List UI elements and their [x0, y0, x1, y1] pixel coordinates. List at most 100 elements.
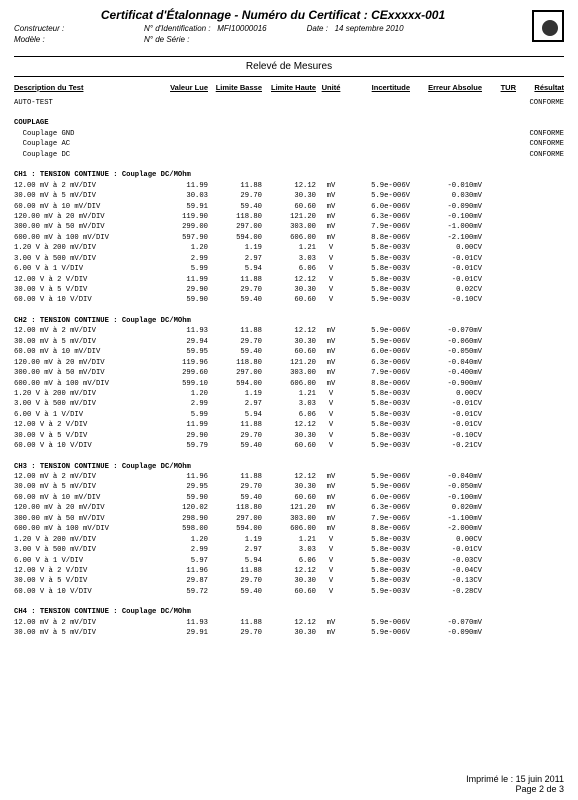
cell [516, 222, 564, 232]
cell: 60.60 [262, 202, 316, 212]
table-row: 30.00 mV à 5 mV/DIV29.9129.7030.30mV5.9e… [14, 628, 564, 638]
cell: 30.30 [262, 285, 316, 295]
cell [482, 285, 516, 295]
cell: mV [316, 493, 346, 503]
cell: -0.060mV [410, 337, 482, 347]
table-row: 12.00 mV à 2 mV/DIV11.9911.8812.12mV5.9e… [14, 181, 564, 191]
table-row: Couplage ACCONFORME [14, 139, 564, 149]
cell: -0.050mV [410, 482, 482, 492]
cell: -0.040mV [410, 358, 482, 368]
cell: 297.00 [208, 222, 262, 232]
cell: 30.00 V à 5 V/DIV [14, 576, 152, 586]
cell: 8.8e-006V [346, 379, 410, 389]
cell [482, 379, 516, 389]
cell: 300.00 mV à 50 mV/DIV [14, 222, 152, 232]
cell: 29.90 [152, 285, 208, 295]
cell: -0.01CV [410, 254, 482, 264]
cell: 7.9e-006V [346, 222, 410, 232]
cell: 60.60 [262, 493, 316, 503]
cell: 1.20 [152, 535, 208, 545]
cell: -0.040mV [410, 472, 482, 482]
cell: 11.88 [208, 420, 262, 430]
cell: 6.06 [262, 556, 316, 566]
col-valeur-lue: Valeur Lue [152, 83, 208, 92]
cell [482, 410, 516, 420]
cell [482, 441, 516, 451]
cell: 120.02 [152, 503, 208, 513]
cell: 5.8e-003V [346, 275, 410, 285]
cell: 59.40 [208, 493, 262, 503]
table-row: 1.20 V à 200 mV/DIV1.201.191.21V5.8e-003… [14, 535, 564, 545]
cell [482, 337, 516, 347]
cell: -0.13CV [410, 576, 482, 586]
cell: 120.00 mV à 20 mV/DIV [14, 503, 152, 513]
col-tur: TUR [482, 83, 516, 92]
cell: 12.12 [262, 275, 316, 285]
cell: mV [316, 202, 346, 212]
table-row: 600.00 mV à 100 mV/DIV599.10594.00606.00… [14, 379, 564, 389]
cell: 30.00 mV à 5 mV/DIV [14, 191, 152, 201]
cell: V [316, 587, 346, 597]
cell: -1.100mV [410, 514, 482, 524]
cell [516, 379, 564, 389]
cell: V [316, 243, 346, 253]
cell: 300.00 mV à 50 mV/DIV [14, 368, 152, 378]
page-number: Page 2 de 3 [466, 784, 564, 794]
col-limite-basse: Limite Basse [208, 83, 262, 92]
table-row: 3.00 V à 500 mV/DIV2.992.973.03V5.8e-003… [14, 399, 564, 409]
printed-date: Imprimé le : 15 juin 2011 [466, 774, 564, 784]
cell: 12.12 [262, 618, 316, 628]
cell: 5.94 [208, 264, 262, 274]
cell [516, 243, 564, 253]
cell: 118.80 [208, 212, 262, 222]
table-row: 1.20 V à 200 mV/DIV1.201.191.21V5.8e-003… [14, 389, 564, 399]
table-row: 300.00 mV à 50 mV/DIV299.00297.00303.00m… [14, 222, 564, 232]
cell: 6.3e-006V [346, 212, 410, 222]
cell: V [316, 431, 346, 441]
cell: 3.03 [262, 545, 316, 555]
cell: -0.03CV [410, 556, 482, 566]
cell [482, 535, 516, 545]
cell: 5.97 [152, 556, 208, 566]
cell [482, 576, 516, 586]
table-row: 120.00 mV à 20 mV/DIV120.02118.80121.20m… [14, 503, 564, 513]
cell: 606.00 [262, 233, 316, 243]
cell: 29.70 [208, 431, 262, 441]
cell: -0.01CV [410, 264, 482, 274]
cell [482, 587, 516, 597]
cell [516, 275, 564, 285]
cell: 6.06 [262, 410, 316, 420]
cell: -0.04CV [410, 566, 482, 576]
cell: 12.00 V à 2 V/DIV [14, 566, 152, 576]
cell: 5.9e-006V [346, 618, 410, 628]
cell: 5.9e-003V [346, 295, 410, 305]
cell: 2.99 [152, 545, 208, 555]
date-label: Date : [307, 24, 328, 33]
cell: 3.00 V à 500 mV/DIV [14, 399, 152, 409]
cell [316, 150, 346, 160]
cell: V [316, 576, 346, 586]
date-value: 14 septembre 2010 [335, 24, 404, 33]
cell: 303.00 [262, 222, 316, 232]
cell: 6.3e-006V [346, 358, 410, 368]
cell: 29.70 [208, 285, 262, 295]
cell: 5.8e-003V [346, 545, 410, 555]
cell: 5.8e-003V [346, 243, 410, 253]
cell: 5.9e-003V [346, 587, 410, 597]
cell: mV [316, 482, 346, 492]
cell: 11.99 [152, 181, 208, 191]
cell: 3.03 [262, 254, 316, 264]
cell: 118.80 [208, 358, 262, 368]
cell: V [316, 535, 346, 545]
cell [482, 295, 516, 305]
table-row: 1.20 V à 200 mV/DIV1.201.191.21V5.8e-003… [14, 243, 564, 253]
table-row: 6.00 V à 1 V/DIV5.975.946.06V5.8e-003V-0… [14, 556, 564, 566]
cell: 30.30 [262, 191, 316, 201]
cell [262, 150, 316, 160]
cell: 30.03 [152, 191, 208, 201]
cell: mV [316, 222, 346, 232]
cell [482, 493, 516, 503]
cell: 6.00 V à 1 V/DIV [14, 264, 152, 274]
cell [516, 576, 564, 586]
table-row: Couplage DCCONFORME [14, 150, 564, 160]
